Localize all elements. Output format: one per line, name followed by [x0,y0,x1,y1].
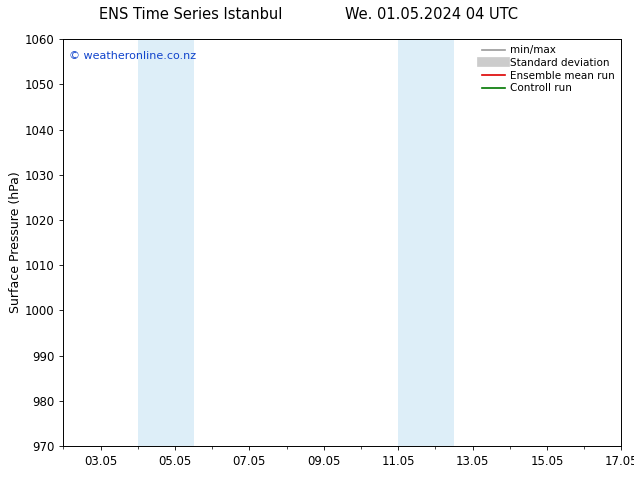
Text: ENS Time Series Istanbul: ENS Time Series Istanbul [98,7,282,22]
Text: We. 01.05.2024 04 UTC: We. 01.05.2024 04 UTC [345,7,517,22]
Text: © weatheronline.co.nz: © weatheronline.co.nz [69,51,196,61]
Bar [138,39,193,446]
Legend: min/max, Standard deviation, Ensemble mean run, Controll run: min/max, Standard deviation, Ensemble me… [478,41,619,98]
Bar [398,39,454,446]
Y-axis label: Surface Pressure (hPa): Surface Pressure (hPa) [9,172,22,314]
